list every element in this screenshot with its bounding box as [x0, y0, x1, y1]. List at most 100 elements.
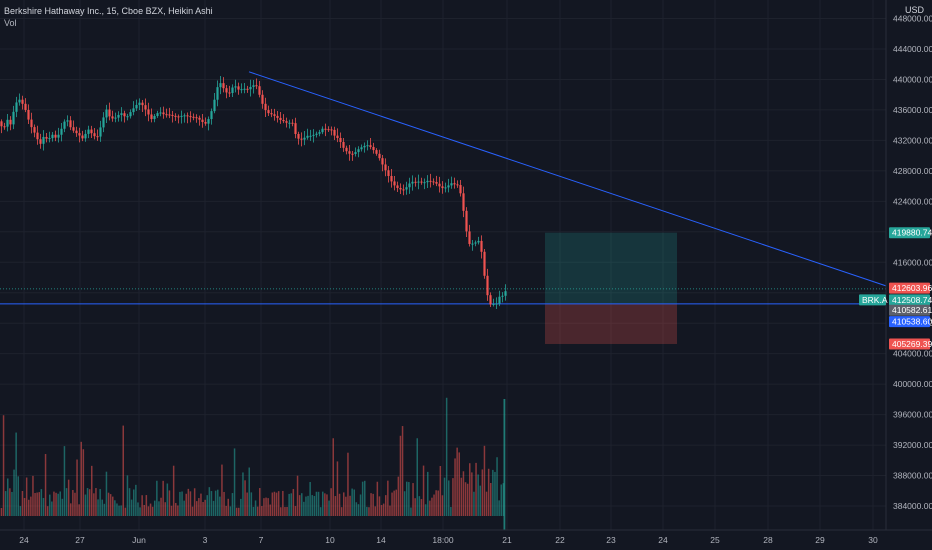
volume-bar [403, 491, 406, 516]
volume-bar [254, 500, 257, 516]
volume-bar [368, 507, 370, 516]
candle [123, 110, 126, 123]
volume-bar [427, 471, 429, 516]
volume-bar [261, 506, 263, 516]
candle [297, 131, 300, 145]
candle [168, 107, 171, 119]
candle [39, 133, 42, 149]
volume-bar [345, 496, 347, 516]
candle-body [309, 135, 312, 137]
candle [108, 102, 111, 121]
candle-body [231, 87, 234, 93]
candle-body [252, 85, 255, 87]
volume-bar [112, 496, 114, 516]
position-profit-zone[interactable] [545, 232, 677, 304]
candle [252, 79, 255, 94]
candle [351, 150, 354, 161]
volume-bar [256, 506, 259, 516]
candle [102, 112, 105, 133]
volume-bar [330, 488, 332, 516]
trend-line[interactable] [248, 71, 887, 287]
price-badge: 412508.74 BRK.A [859, 294, 932, 306]
volume-bar [399, 435, 402, 516]
volume-bar [431, 497, 433, 516]
candle [318, 129, 321, 137]
volume-bar [456, 447, 458, 516]
long-position-tool[interactable] [545, 232, 677, 344]
volume-bar [439, 465, 442, 516]
candle-body [453, 183, 456, 185]
candle [261, 90, 264, 109]
volume-bar [137, 502, 139, 516]
volume-bar [204, 499, 206, 516]
currency-label[interactable]: USD [904, 5, 924, 15]
candle-body [18, 99, 21, 103]
volume-bar [340, 507, 343, 516]
price-tick-label: 444000.00 [893, 44, 932, 54]
candle [99, 120, 102, 142]
candle-body [429, 180, 432, 182]
candle-body [33, 127, 36, 133]
volume-bar [23, 497, 26, 516]
volume-bar [187, 488, 190, 516]
volume-bar [475, 462, 477, 516]
candle [474, 240, 477, 247]
candle-body [36, 132, 39, 140]
volume-bar [93, 493, 95, 516]
drawing-lines[interactable] [0, 71, 887, 305]
candle-body [51, 134, 54, 139]
candle-body [402, 189, 405, 191]
volume-bar [435, 490, 437, 516]
volume-bar [443, 477, 446, 516]
candle [285, 117, 288, 128]
volume-bar [143, 504, 145, 516]
volume-bar [21, 490, 24, 516]
candle [279, 111, 282, 124]
candle-body [438, 183, 441, 187]
candle [498, 290, 501, 307]
candle [402, 184, 405, 196]
price-tick-label: 384000.00 [893, 501, 932, 511]
volume-bar [290, 493, 292, 516]
volume-bar [189, 491, 192, 516]
volume-bar [380, 505, 383, 516]
price-badge: 410582.61 [889, 304, 932, 316]
volume-bar [86, 488, 89, 516]
price-axis[interactable]: 448000.00 444000.00 440000.00 436000.00 4320… [885, 0, 932, 530]
symbol-info[interactable]: Berkshire Hathaway Inc., 15, Cboe BZX, H… [4, 6, 213, 16]
candle [36, 125, 39, 145]
candle-body [405, 187, 408, 190]
candle-body [330, 129, 333, 131]
time-axis[interactable]: 24 27 Jun 3 7 10 14 18:00 21 22 23 24 25 28 29 30 [0, 529, 932, 550]
volume-bar [225, 505, 227, 516]
volume-bar [334, 496, 337, 516]
volume-legend[interactable]: Vol [4, 18, 17, 28]
candle-body [381, 158, 384, 165]
candle [204, 117, 207, 126]
position-loss-zone[interactable] [545, 303, 677, 344]
price-badge-bg [889, 282, 930, 294]
candle-body [126, 116, 129, 118]
volume-bar [154, 500, 156, 516]
volume-bar [336, 461, 339, 516]
volume-bar [124, 507, 127, 516]
candle [342, 137, 345, 152]
price-badge: 410538.60 [889, 316, 932, 328]
candle-body [171, 114, 174, 116]
candle [459, 179, 462, 197]
candle [42, 130, 45, 151]
candle-body [318, 132, 321, 134]
volume-bar [95, 488, 97, 516]
candle [78, 127, 81, 143]
price-badge: 405269.39 [889, 338, 932, 350]
candle-body [234, 86, 237, 88]
volume-bar [13, 469, 15, 516]
candle-body [15, 102, 18, 112]
candle [162, 106, 165, 119]
price-axis-bg [886, 0, 932, 530]
candle-body [477, 240, 480, 243]
candle [15, 96, 18, 118]
candle-body [357, 149, 360, 153]
candle [456, 180, 459, 188]
